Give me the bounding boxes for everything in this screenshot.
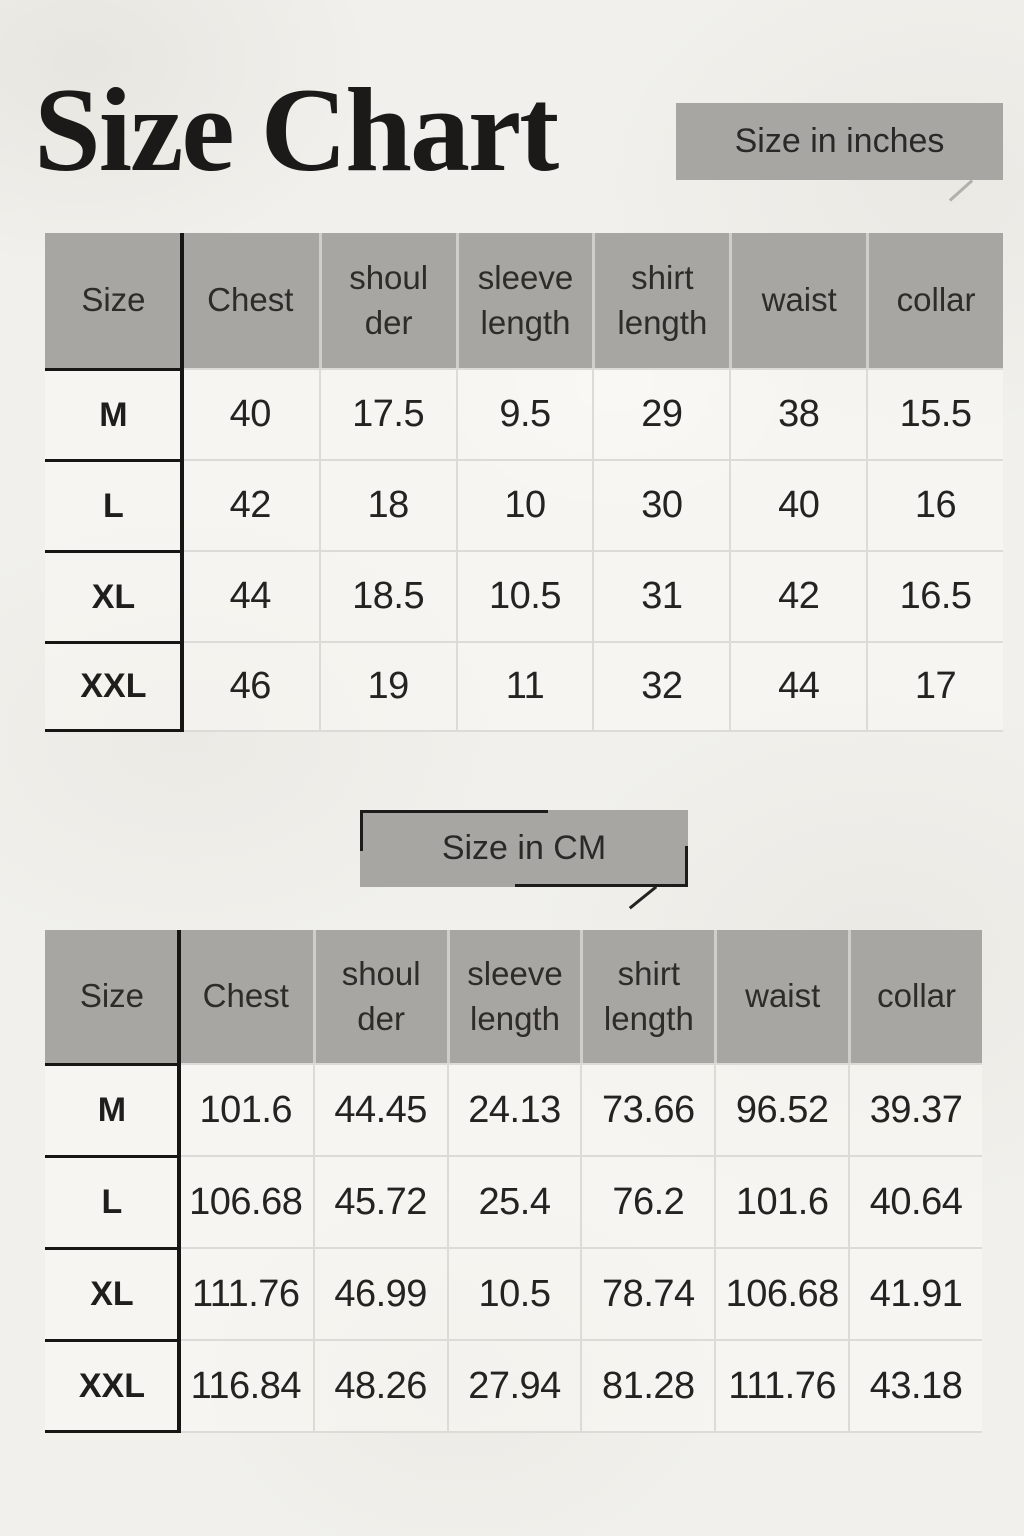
column-header-sleeve-length: sleeve length — [446, 930, 581, 1063]
value-cell: 106.68 — [178, 1155, 313, 1247]
value-cell: 40.64 — [848, 1155, 982, 1247]
value-cell: 42 — [181, 459, 319, 550]
value-cell: 32 — [592, 641, 730, 732]
value-cell: 38 — [729, 368, 867, 459]
value-cell: 15.5 — [866, 368, 1003, 459]
value-cell: 10.5 — [446, 1247, 581, 1339]
size-column-divider — [179, 233, 184, 732]
cm-badge: Size in CM — [360, 810, 688, 887]
size-label: XXL — [45, 641, 182, 732]
value-cell: 19 — [318, 641, 456, 732]
value-cell: 78.74 — [580, 1247, 715, 1339]
inches-badge-tail — [948, 179, 974, 202]
size-column-divider — [176, 930, 181, 1433]
page-title: Size Chart — [34, 63, 559, 196]
value-cell: 29 — [592, 368, 730, 459]
column-header-collar: collar — [866, 233, 1003, 368]
inches-size-table: Size Chest shoul der sleeve length shirt… — [45, 233, 1003, 732]
value-cell: 41.91 — [848, 1247, 982, 1339]
value-cell: 46.99 — [312, 1247, 447, 1339]
value-cell: 30 — [592, 459, 730, 550]
column-header-waist: waist — [729, 233, 867, 368]
value-cell: 101.6 — [714, 1155, 849, 1247]
inches-badge-label: Size in inches — [734, 122, 945, 160]
value-cell: 24.13 — [446, 1063, 581, 1155]
size-label: L — [45, 459, 182, 550]
column-header-shirt-length: shirt length — [592, 233, 730, 368]
column-header-size: Size — [45, 930, 179, 1063]
value-cell: 42 — [729, 550, 867, 641]
column-header-collar: collar — [848, 930, 982, 1063]
value-cell: 116.84 — [178, 1339, 313, 1433]
value-cell: 96.52 — [714, 1063, 849, 1155]
column-header-size: Size — [45, 233, 182, 368]
value-cell: 46 — [181, 641, 319, 732]
column-header-shoulder: shoul der — [318, 233, 456, 368]
value-cell: 111.76 — [714, 1339, 849, 1433]
size-label: M — [45, 368, 182, 459]
value-cell: 17.5 — [318, 368, 456, 459]
value-cell: 40 — [729, 459, 867, 550]
cm-badge-tail — [628, 885, 658, 910]
value-cell: 9.5 — [455, 368, 593, 459]
cm-badge-label: Size in CM — [441, 829, 607, 867]
column-header-shirt-length: shirt length — [580, 930, 715, 1063]
value-cell: 11 — [455, 641, 593, 732]
value-cell: 44.45 — [312, 1063, 447, 1155]
size-label: XXL — [45, 1339, 179, 1433]
value-cell: 44 — [729, 641, 867, 732]
cm-size-table: Size Chest shoul der sleeve length shirt… — [45, 930, 982, 1433]
column-header-shoulder: shoul der — [312, 930, 447, 1063]
value-cell: 106.68 — [714, 1247, 849, 1339]
value-cell: 18 — [318, 459, 456, 550]
value-cell: 31 — [592, 550, 730, 641]
column-header-waist: waist — [714, 930, 849, 1063]
value-cell: 111.76 — [178, 1247, 313, 1339]
value-cell: 10 — [455, 459, 593, 550]
value-cell: 16.5 — [866, 550, 1003, 641]
column-header-chest: Chest — [178, 930, 313, 1063]
value-cell: 16 — [866, 459, 1003, 550]
inches-badge: Size in inches — [676, 103, 1003, 180]
value-cell: 40 — [181, 368, 319, 459]
value-cell: 18.5 — [318, 550, 456, 641]
value-cell: 48.26 — [312, 1339, 447, 1433]
value-cell: 25.4 — [446, 1155, 581, 1247]
value-cell: 10.5 — [455, 550, 593, 641]
size-label: XL — [45, 1247, 179, 1339]
value-cell: 27.94 — [446, 1339, 581, 1433]
size-label: L — [45, 1155, 179, 1247]
value-cell: 44 — [181, 550, 319, 641]
value-cell: 45.72 — [312, 1155, 447, 1247]
column-header-sleeve-length: sleeve length — [455, 233, 593, 368]
size-label: M — [45, 1063, 179, 1155]
value-cell: 76.2 — [580, 1155, 715, 1247]
value-cell: 73.66 — [580, 1063, 715, 1155]
size-label: XL — [45, 550, 182, 641]
value-cell: 17 — [866, 641, 1003, 732]
value-cell: 81.28 — [580, 1339, 715, 1433]
column-header-chest: Chest — [181, 233, 319, 368]
value-cell: 39.37 — [848, 1063, 982, 1155]
value-cell: 43.18 — [848, 1339, 982, 1433]
value-cell: 101.6 — [178, 1063, 313, 1155]
